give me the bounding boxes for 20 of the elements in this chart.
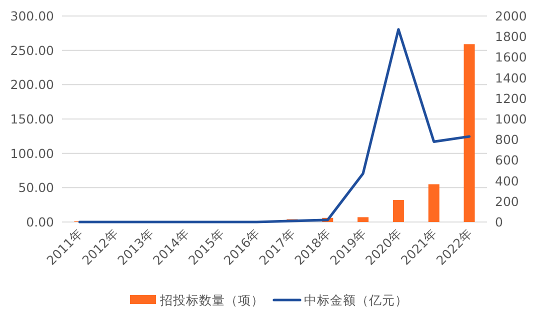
- y-tick-label: 250.00: [10, 42, 54, 58]
- y-tick-label: 0.00: [26, 214, 54, 230]
- y-tick-label: 300.00: [10, 8, 54, 24]
- y-tick-label: 100.00: [10, 146, 54, 161]
- y2-tick-label: 1200: [495, 90, 527, 106]
- y-tick-label: 150.00: [10, 112, 54, 126]
- y2-tick-label: 200: [495, 194, 519, 209]
- y2-tick-label: 2000: [495, 8, 527, 24]
- legend-label: 招投标数量（项）: [159, 292, 264, 308]
- y2-tick-label: 1000: [495, 112, 527, 126]
- y2-tick-label: 400: [495, 173, 519, 188]
- y2-tick-label: 1800: [495, 29, 527, 44]
- y2-tick-label: 800: [495, 132, 519, 148]
- y-tick-label: 200.00: [10, 77, 54, 92]
- y2-tick-label: 1400: [495, 70, 527, 86]
- y2-tick-label: 600: [495, 152, 519, 168]
- legend-label: 中标金额（亿元）: [304, 292, 408, 308]
- y2-tick-label: 1600: [495, 50, 527, 65]
- y2-tick-label: 0: [495, 214, 503, 230]
- y-tick-label: 50.00: [18, 180, 54, 196]
